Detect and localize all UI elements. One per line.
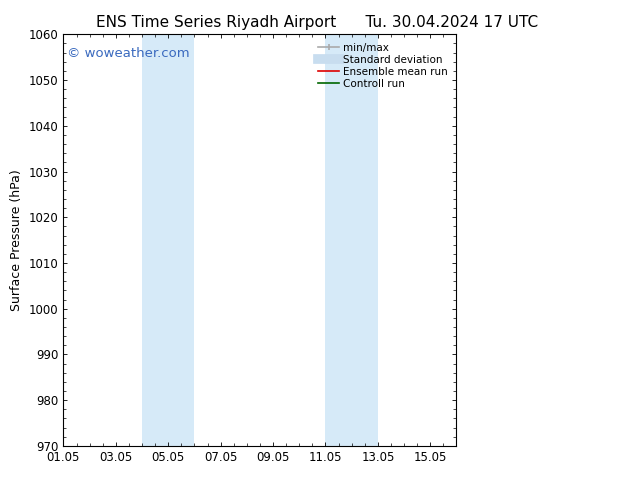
- Y-axis label: Surface Pressure (hPa): Surface Pressure (hPa): [10, 169, 23, 311]
- Legend: min/max, Standard deviation, Ensemble mean run, Controll run: min/max, Standard deviation, Ensemble me…: [315, 40, 451, 92]
- Text: © woweather.com: © woweather.com: [67, 47, 190, 60]
- Text: ENS Time Series Riyadh Airport      Tu. 30.04.2024 17 UTC: ENS Time Series Riyadh Airport Tu. 30.04…: [96, 15, 538, 30]
- Bar: [325, 34, 378, 446]
- Bar: [142, 34, 195, 446]
